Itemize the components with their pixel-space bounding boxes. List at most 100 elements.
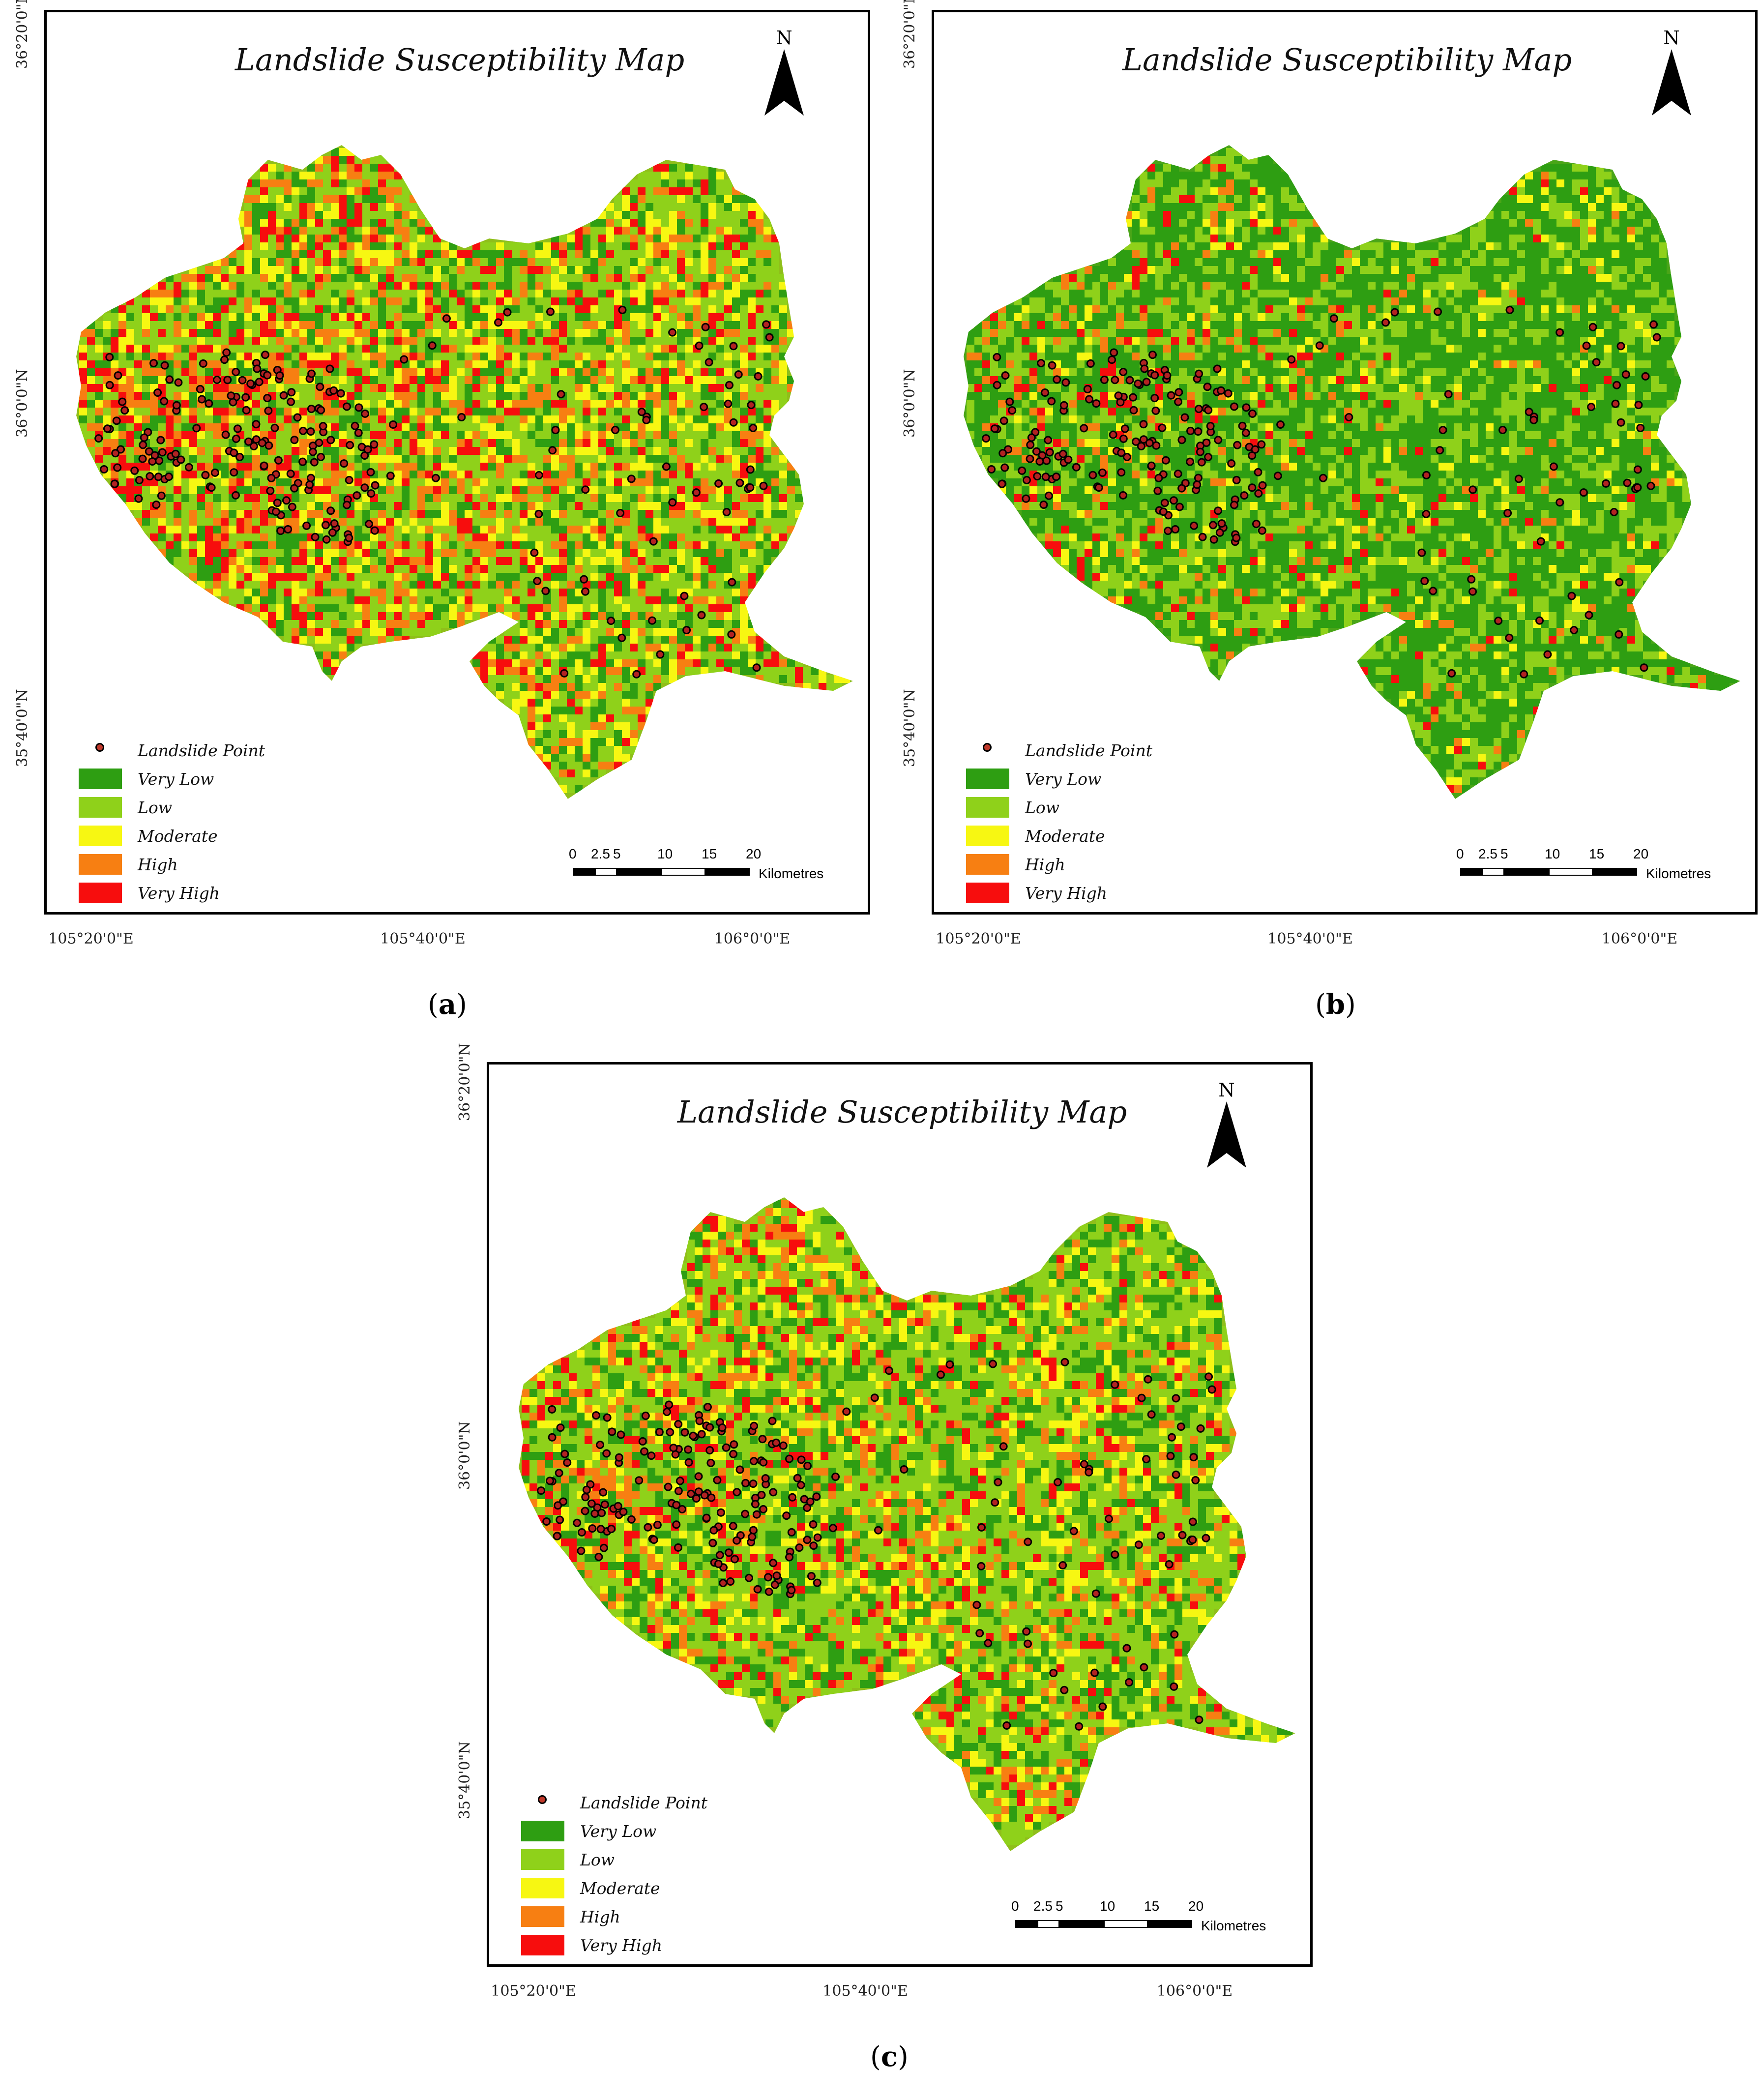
landslide-point	[1195, 369, 1203, 378]
landslide-point	[580, 575, 588, 584]
landslide-point	[1008, 406, 1017, 415]
landslide-point	[1092, 399, 1101, 408]
landslide-point	[993, 381, 1001, 389]
landslide-point	[1616, 342, 1625, 351]
landslide-point	[253, 364, 262, 373]
landslide-point	[252, 420, 261, 429]
landslide-point	[1083, 385, 1092, 393]
landslide-point	[1204, 452, 1213, 461]
landslide-point	[1186, 457, 1195, 466]
landslide-point	[1119, 368, 1128, 377]
landslide-point	[809, 1520, 818, 1529]
landslide-point	[1204, 406, 1213, 414]
scale-segment	[1148, 1920, 1192, 1928]
scale-segment	[617, 868, 661, 876]
scale-tick-label: 15	[1144, 1898, 1160, 1914]
caption-a: (a)	[428, 988, 468, 1021]
landslide-point	[1248, 409, 1257, 418]
scale-segment	[1504, 868, 1549, 876]
landslide-point	[577, 1528, 586, 1537]
landslide-point	[158, 448, 167, 457]
landslide-point	[1238, 421, 1247, 430]
landslide-point	[987, 465, 996, 473]
landslide-point	[1047, 397, 1056, 406]
landslide-point	[103, 424, 112, 433]
landslide-point-symbol	[983, 743, 992, 752]
landslide-point	[114, 371, 122, 380]
landslide-point	[1098, 468, 1107, 477]
caption-c: (c)	[870, 2041, 909, 2073]
landslide-point	[360, 483, 369, 492]
landslide-point	[1503, 509, 1512, 518]
landslide-point	[1636, 423, 1645, 432]
landslide-point	[230, 468, 238, 477]
landslide-point	[1646, 481, 1655, 490]
landslide-point	[1125, 376, 1134, 385]
landslide-point	[1188, 1536, 1197, 1544]
landslide-point	[1254, 468, 1262, 476]
landslide-point	[1170, 1682, 1178, 1691]
legend-swatch	[966, 883, 1009, 903]
landslide-point	[1177, 484, 1186, 493]
scale-segment	[1593, 868, 1637, 876]
landslide-point	[1134, 1540, 1143, 1549]
legend-swatch	[79, 797, 122, 818]
landslide-point	[1129, 393, 1138, 402]
landslide-point	[1196, 1424, 1205, 1433]
landslide-point	[330, 519, 339, 528]
landslide-point	[1018, 466, 1027, 475]
landslide-point	[787, 1586, 796, 1595]
landslide-point	[1060, 1686, 1069, 1694]
scale-segment	[595, 868, 617, 876]
landslide-point	[231, 491, 240, 500]
landslide-point	[546, 307, 555, 316]
map-title: Landslide Susceptibility Map	[677, 1094, 1127, 1130]
landslide-point	[322, 535, 331, 544]
landslide-point	[1139, 420, 1148, 429]
landslide-point	[1069, 1527, 1078, 1536]
landslide-point	[649, 537, 658, 546]
legend-label: High	[580, 1907, 620, 1926]
legend-label: Low	[580, 1850, 615, 1869]
scale-tick-label: 0	[1011, 1898, 1019, 1914]
landslide-point	[171, 449, 180, 458]
landslide-point	[1098, 1702, 1107, 1711]
landslide-point	[1252, 520, 1261, 529]
landslide-point	[264, 406, 273, 415]
landslide-point	[1582, 341, 1591, 350]
landslide-point	[111, 449, 120, 458]
landslide-point	[1159, 507, 1168, 516]
landslide-point	[1230, 501, 1239, 509]
landslide-point	[588, 1524, 597, 1533]
legend-swatch	[966, 854, 1009, 875]
landslide-point	[537, 1486, 546, 1495]
landslide-point	[1150, 394, 1159, 403]
landslide-point	[1434, 307, 1442, 316]
landslide-point	[977, 1562, 986, 1570]
landslide-point	[1610, 507, 1618, 516]
landslide-point	[1080, 424, 1088, 433]
landslide-point	[1468, 587, 1477, 596]
landslide-point	[752, 1510, 761, 1519]
landslide-point	[746, 483, 755, 492]
landslide-point-symbol	[95, 743, 104, 752]
landslide-point	[176, 455, 185, 464]
landslide-point	[1052, 473, 1060, 481]
north-arrow-icon	[1207, 1101, 1246, 1168]
landslide-point	[149, 359, 158, 368]
landslide-point	[1467, 575, 1476, 584]
legend-swatch	[521, 1906, 564, 1927]
north-label: N	[1218, 1079, 1235, 1101]
landslide-point	[144, 428, 152, 437]
scale-segment	[1059, 1920, 1104, 1928]
landslide-point	[704, 358, 713, 367]
landslide-point	[317, 452, 325, 461]
north-label: N	[1663, 27, 1680, 49]
landslide-point	[340, 459, 349, 468]
landslide-point	[1194, 427, 1203, 436]
landslide-point	[1567, 592, 1576, 600]
scale-segment	[1549, 868, 1593, 876]
landslide-point	[1152, 441, 1161, 450]
landslide-point	[1257, 440, 1266, 449]
landslide-point	[148, 457, 157, 466]
